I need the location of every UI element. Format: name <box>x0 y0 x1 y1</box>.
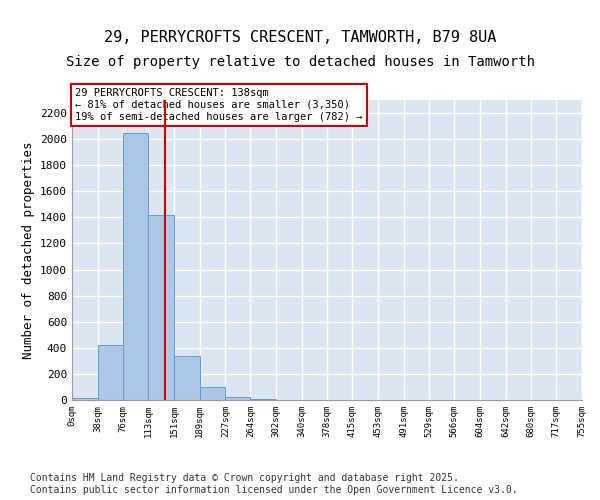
Text: Size of property relative to detached houses in Tamworth: Size of property relative to detached ho… <box>65 55 535 69</box>
Bar <box>98 345 124 400</box>
Bar <box>174 356 200 400</box>
Text: 29 PERRYCROFTS CRESCENT: 138sqm
← 81% of detached houses are smaller (3,350)
19%: 29 PERRYCROFTS CRESCENT: 138sqm ← 81% of… <box>76 88 363 122</box>
Bar <box>148 215 174 400</box>
Bar <box>226 396 250 400</box>
Bar <box>72 398 98 400</box>
Bar <box>124 132 148 400</box>
Text: Contains HM Land Registry data © Crown copyright and database right 2025.
Contai: Contains HM Land Registry data © Crown c… <box>30 474 518 495</box>
Bar <box>200 387 226 400</box>
Y-axis label: Number of detached properties: Number of detached properties <box>22 141 35 359</box>
Text: 29, PERRYCROFTS CRESCENT, TAMWORTH, B79 8UA: 29, PERRYCROFTS CRESCENT, TAMWORTH, B79 … <box>104 30 496 45</box>
